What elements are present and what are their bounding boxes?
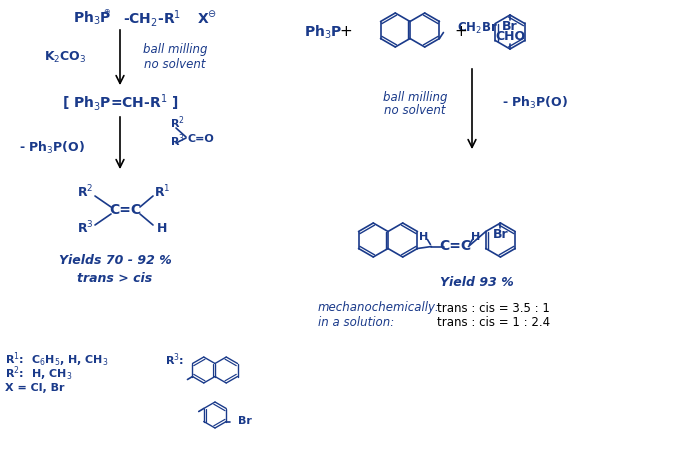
Text: C=O: C=O [187,134,214,144]
Text: -CH$_2$-R$^1$: -CH$_2$-R$^1$ [123,8,181,29]
Text: R$^2$:  H, CH$_3$: R$^2$: H, CH$_3$ [5,365,72,383]
Text: R$^3$: R$^3$ [170,133,185,149]
Text: CHO: CHO [495,30,525,43]
Text: - Ph$_3$P(O): - Ph$_3$P(O) [502,95,568,111]
Text: Yield 93 %: Yield 93 % [440,275,514,289]
Text: [ Ph$_3$P=CH-R$^1$ ]: [ Ph$_3$P=CH-R$^1$ ] [62,92,178,112]
Text: X = Cl, Br: X = Cl, Br [5,383,64,393]
Text: H: H [157,222,167,235]
Text: CH$_2$Br: CH$_2$Br [458,21,498,36]
Text: $^\oplus$: $^\oplus$ [102,8,112,18]
Text: R$^3$:: R$^3$: [165,352,184,368]
Text: trans > cis: trans > cis [77,271,153,284]
Text: +: + [455,24,467,39]
Text: R$^2$: R$^2$ [170,115,185,131]
Text: no solvent: no solvent [144,58,206,71]
Text: H: H [471,232,481,242]
Text: Br: Br [238,416,252,427]
Text: R$^2$: R$^2$ [77,184,93,200]
Text: R$^1$:  C$_6$H$_5$, H, CH$_3$: R$^1$: C$_6$H$_5$, H, CH$_3$ [5,351,109,369]
Text: R$^1$: R$^1$ [153,184,170,200]
Text: trans : cis = 1 : 2.4: trans : cis = 1 : 2.4 [437,317,550,329]
Text: Br: Br [493,228,508,241]
Text: Ph$_3$P: Ph$_3$P [304,23,342,41]
Text: C=C: C=C [109,203,141,217]
Text: trans : cis = 3.5 : 1: trans : cis = 3.5 : 1 [437,302,550,314]
Text: - Ph$_3$P(O): - Ph$_3$P(O) [19,140,85,156]
Text: X$^{\ominus}$: X$^{\ominus}$ [197,10,217,26]
Text: Ph$_3$P: Ph$_3$P [73,10,111,27]
Text: R$^3$: R$^3$ [76,220,93,236]
Text: mechanochemically:: mechanochemically: [318,302,440,314]
Text: ball milling: ball milling [383,91,448,103]
Text: Br: Br [502,20,518,34]
Text: K$_2$CO$_3$: K$_2$CO$_3$ [44,49,87,64]
Text: Yields 70 - 92 %: Yields 70 - 92 % [59,254,172,266]
Text: ball milling: ball milling [143,43,208,57]
Text: no solvent: no solvent [384,105,445,117]
Text: +: + [339,24,352,39]
Text: in a solution:: in a solution: [318,317,394,329]
Text: C=C: C=C [439,240,471,254]
Text: H: H [419,232,429,242]
